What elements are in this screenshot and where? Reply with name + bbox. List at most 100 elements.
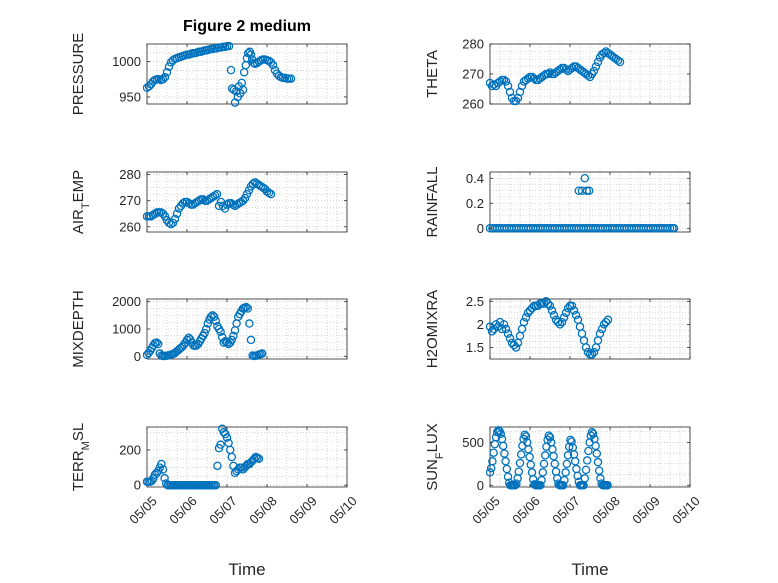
data-point — [543, 299, 553, 308]
data-point — [594, 466, 604, 475]
data-point — [545, 301, 555, 311]
data-point — [194, 196, 204, 205]
data-point — [580, 173, 590, 183]
data-point — [567, 437, 576, 446]
data-point — [545, 433, 555, 442]
data-point — [211, 316, 221, 326]
data-point — [557, 317, 567, 327]
data-point — [209, 312, 219, 321]
data-point — [211, 480, 221, 490]
y-tick-label: 280 — [119, 167, 141, 182]
y-axis-label: AIRTEMP — [70, 170, 92, 234]
data-point — [593, 57, 603, 67]
y-tick-label: 260 — [462, 97, 484, 112]
data-point — [158, 75, 168, 84]
data-point — [210, 191, 220, 200]
data-point — [555, 320, 565, 329]
data-point — [503, 329, 513, 338]
data-point — [257, 349, 267, 358]
data-series — [486, 426, 612, 490]
data-point — [543, 69, 553, 79]
subplot-3: 260 270 280 AIRTEMP — [70, 167, 348, 234]
data-point — [559, 313, 569, 322]
data-point — [583, 71, 593, 80]
subplot-1: 950 1000 PRESSURE Figure 2 medium — [70, 18, 348, 115]
data-point — [595, 329, 605, 338]
data-point — [547, 306, 557, 315]
data-point — [589, 66, 599, 76]
data-point — [182, 335, 192, 345]
data-point — [512, 479, 521, 488]
x-axis-label: Time — [571, 560, 608, 579]
y-axis-label: RAINFALL — [424, 167, 441, 238]
data-point — [584, 186, 594, 195]
data-point — [538, 468, 548, 477]
data-point — [561, 468, 570, 477]
data-point — [213, 461, 222, 471]
data-point — [238, 196, 248, 205]
data-point — [246, 335, 256, 345]
data-point — [487, 327, 497, 336]
data-point — [227, 335, 237, 345]
data-point — [613, 56, 623, 65]
data-point — [238, 85, 248, 95]
data-series — [143, 178, 276, 229]
data-point — [241, 302, 251, 312]
data-point — [582, 456, 592, 465]
data-point — [246, 50, 256, 59]
y-tick-label: 0.2 — [466, 196, 484, 211]
data-point — [597, 324, 607, 334]
data-point — [266, 189, 276, 199]
data-point — [172, 209, 182, 218]
data-point — [497, 324, 507, 334]
data-point — [525, 452, 534, 462]
data-point — [588, 429, 598, 439]
data-point — [500, 449, 509, 458]
data-point — [587, 350, 597, 359]
data-point — [553, 317, 563, 327]
data-series — [143, 424, 264, 490]
axes-box — [146, 171, 348, 233]
data-point — [254, 454, 264, 464]
data-point — [268, 60, 278, 70]
data-point — [515, 458, 525, 468]
data-point — [157, 459, 166, 469]
data-point — [229, 331, 238, 341]
data-point — [488, 457, 497, 466]
data-series — [486, 297, 613, 359]
data-point — [539, 459, 549, 469]
data-point — [561, 308, 571, 318]
y-tick-label: 1.5 — [466, 340, 484, 355]
data-point — [523, 74, 533, 83]
data-point — [603, 481, 612, 490]
data-point — [567, 63, 577, 73]
axes-box — [489, 426, 691, 488]
data-point — [228, 200, 238, 209]
data-point — [224, 41, 234, 51]
subplots-layer: 950 1000 PRESSURE Figure 2 medium 260 270 280 T… — [70, 18, 703, 579]
data-point — [549, 310, 559, 320]
data-point — [153, 339, 163, 349]
data-point — [489, 448, 498, 457]
data-point — [501, 457, 510, 466]
data-point — [166, 219, 176, 229]
y-tick-label: 0 — [477, 221, 484, 236]
y-axis-label: SUNFLUX — [424, 423, 446, 491]
y-tick-label: 2.5 — [466, 294, 484, 309]
data-point — [501, 324, 511, 334]
data-point — [665, 223, 675, 233]
data-point — [496, 429, 506, 439]
data-point — [486, 468, 495, 477]
data-point — [499, 320, 509, 329]
data-point — [517, 81, 527, 91]
data-point — [563, 451, 573, 460]
data-point — [536, 481, 545, 490]
data-point — [164, 218, 174, 228]
data-point — [521, 313, 531, 322]
data-series — [486, 173, 679, 233]
data-point — [599, 48, 609, 58]
y-axis-label: THETA — [424, 50, 441, 98]
data-point — [219, 338, 229, 347]
data-point — [593, 457, 603, 467]
